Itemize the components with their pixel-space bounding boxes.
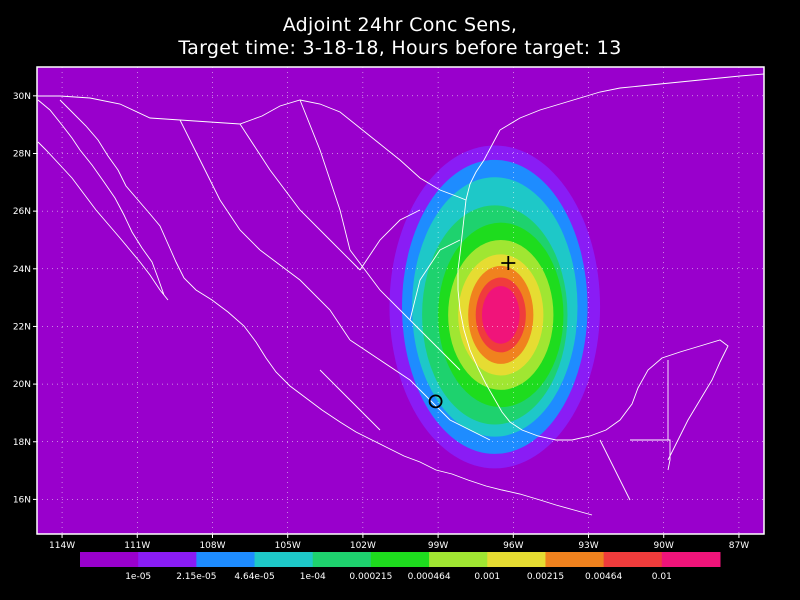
plume-level-9 — [481, 286, 520, 344]
source-circle-marker — [428, 394, 443, 409]
colorbar-label: 0.000215 — [349, 572, 392, 582]
lat-tick-label: 20N — [13, 380, 31, 390]
lon-tick-label: 114W — [49, 541, 75, 551]
lat-tick-label: 28N — [13, 149, 31, 159]
lon-tick-label: 111W — [124, 541, 150, 551]
colorbar-label: 1e-05 — [125, 572, 151, 582]
lat-tick-label: 18N — [13, 438, 31, 448]
colorbar-swatch — [80, 552, 139, 567]
colorbar-label: 0.00215 — [527, 572, 564, 582]
lon-tick-label: 96W — [503, 541, 523, 551]
markers — [428, 256, 516, 409]
map-frame — [36, 66, 765, 535]
colorbar-label: 2.15e-05 — [176, 572, 216, 582]
plot-title-line1: Adjoint 24hr Conc Sens, — [282, 14, 518, 36]
coastlines-borders — [37, 73, 764, 516]
lon-tick-label: 108W — [199, 541, 225, 551]
colorbar-label: 1e-04 — [300, 572, 326, 582]
colorbar-swatch — [429, 552, 488, 567]
lat-tick-label: 16N — [13, 495, 31, 505]
lat-tick-label: 22N — [13, 322, 31, 332]
colorbar-swatch — [603, 552, 663, 567]
colorbar-label: 0.01 — [652, 572, 672, 582]
colorbar-label: 0.001 — [474, 572, 500, 582]
lon-tick-label: 99W — [428, 541, 448, 551]
concentration-plume — [389, 145, 601, 469]
lon-tick-label: 93W — [578, 541, 598, 551]
lon-tick-label: 90W — [654, 541, 674, 551]
latitude-labels: 30N 28N 26N 24N 22N 20N 18N 16N — [13, 92, 37, 505]
lat-tick-label: 30N — [13, 92, 31, 102]
grid-lines — [37, 67, 764, 534]
lat-tick-label: 26N — [13, 207, 31, 217]
colorbar-label: 0.00464 — [585, 572, 622, 582]
target-cross-marker — [501, 256, 516, 271]
colorbar-label: 4.64e-05 — [234, 572, 274, 582]
plot-title-line2: Target time: 3-18-18, Hours before targe… — [178, 37, 622, 59]
colorbar: 1e-05 2.15e-05 4.64e-05 1e-04 0.000215 0.0004… — [80, 552, 721, 582]
longitude-labels: 114W 111W 108W 105W 102W 99W 96W 93W 90W 87W — [49, 534, 749, 551]
colorbar-swatch — [487, 552, 546, 567]
colorbar-swatch — [545, 552, 605, 567]
lon-tick-label: 105W — [275, 541, 301, 551]
colorbar-swatch — [196, 552, 256, 567]
colorbar-swatch — [312, 552, 372, 567]
colorbar-swatch — [138, 552, 197, 567]
lon-tick-label: 102W — [350, 541, 376, 551]
colorbar-swatch — [370, 552, 430, 567]
lon-tick-label: 87W — [729, 541, 749, 551]
colorbar-label: 0.000464 — [408, 572, 451, 582]
colorbar-swatch — [254, 552, 314, 567]
lat-tick-label: 24N — [13, 265, 31, 275]
colorbar-swatch — [661, 552, 721, 567]
